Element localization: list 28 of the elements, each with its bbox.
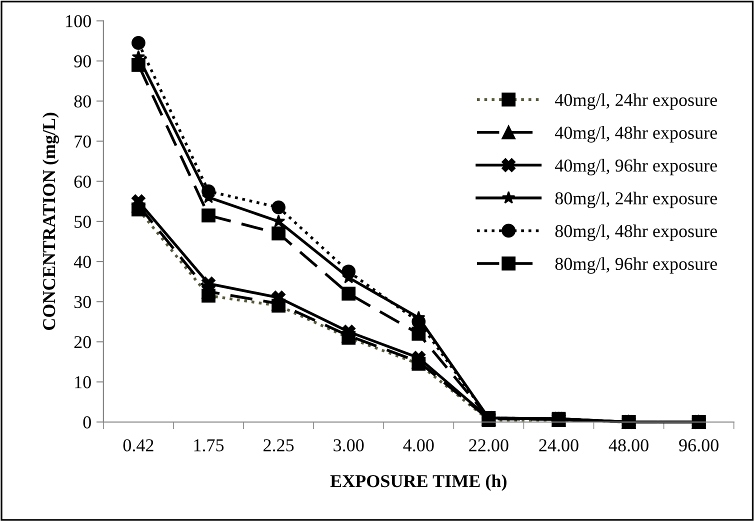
y-tick-label: 100 — [66, 15, 91, 28]
y-tick-label: 60 — [74, 176, 91, 188]
x-tick-label: 24.00 — [539, 439, 578, 452]
x-tick-label: 96.00 — [679, 439, 718, 452]
x-tick-label: 1.75 — [194, 439, 224, 452]
x-tick-label: 48.00 — [608, 439, 648, 452]
y-tick-label: 20 — [74, 336, 91, 348]
y-tick-label: 90 — [74, 55, 91, 68]
x-tick-label: 4.00 — [403, 439, 434, 452]
y-tick-label: 10 — [75, 376, 91, 388]
legend-label: 80mg/l, 24hr exposure — [555, 192, 717, 208]
y-tick-label: 70 — [74, 135, 91, 148]
legend-label: 40mg/l, 48hr exposure — [554, 126, 717, 143]
legend-label: 40mg/l, 24hr exposure — [554, 93, 717, 110]
x-tick-label: 3.00 — [334, 439, 364, 452]
x-tick-label: 22.00 — [469, 439, 508, 452]
legend-label: 80mg/l, 48hr exposure — [555, 224, 717, 241]
y-tick-label: 50 — [74, 216, 91, 228]
x-tick-label: 2.25 — [264, 439, 294, 452]
x-axis-title: EXPOSURE TIME (h) — [330, 474, 506, 491]
y-tick-label: 80 — [74, 95, 91, 108]
legend-label: 80mg/l, 96hr exposure — [555, 257, 717, 274]
y-tick-label: 30 — [74, 296, 91, 308]
y-tick-label: 40 — [74, 256, 91, 268]
legend-label: 40mg/l, 96hr exposure — [554, 158, 717, 176]
x-tick-label: 0.42 — [123, 439, 154, 452]
y-axis-title: CONCENTRATION (mg/L) — [42, 112, 59, 330]
y-tick-label: 0 — [83, 416, 91, 428]
